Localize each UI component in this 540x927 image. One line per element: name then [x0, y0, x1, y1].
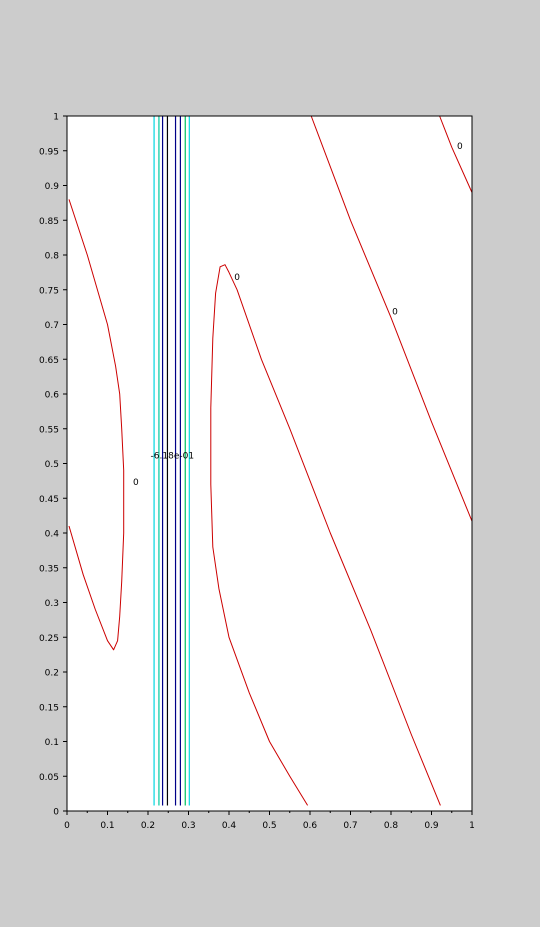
y-tick-label-10: 0.5 [45, 460, 59, 470]
y-tick-label-4: 0.2 [45, 669, 59, 679]
x-tick-label-3: 0.3 [181, 821, 195, 831]
y-tick-label-2: 0.1 [45, 738, 59, 748]
y-tick-label-7: 0.35 [39, 564, 59, 574]
zero-contour-curve-0 [68, 199, 125, 651]
y-tick-label-5: 0.25 [39, 634, 59, 644]
level-cluster-label: -6.18e-01 [151, 451, 195, 461]
zero-contour-curve-2 [310, 115, 473, 522]
zero-contour-label-0: 0 [133, 478, 139, 488]
y-tick-label-19: 0.95 [39, 147, 59, 157]
y-tick-label-8: 0.4 [45, 530, 60, 540]
x-tick-label-6: 0.6 [303, 821, 318, 831]
x-tick-label-2: 0.2 [141, 821, 155, 831]
x-tick-label-7: 0.7 [343, 821, 357, 831]
y-tick-label-20: 1 [53, 113, 59, 123]
y-tick-label-0: 0 [53, 808, 59, 818]
zero-contour-label-2: 0 [392, 308, 398, 318]
y-tick-label-17: 0.85 [39, 217, 59, 227]
y-tick-label-16: 0.8 [45, 252, 60, 262]
x-tick-label-0: 0 [64, 821, 70, 831]
y-tick-label-14: 0.7 [45, 321, 59, 331]
y-tick-label-1: 0.05 [39, 773, 59, 783]
vertical-contours [153, 116, 190, 806]
x-tick-label-10: 1 [469, 821, 475, 831]
plot-area [67, 116, 472, 811]
y-tick-label-12: 0.6 [45, 391, 60, 401]
x-tick-label-9: 0.9 [424, 821, 439, 831]
y-tick-label-6: 0.3 [45, 599, 59, 609]
y-tick-label-15: 0.75 [39, 286, 59, 296]
y-tick-label-9: 0.45 [39, 495, 59, 505]
y-tick-label-3: 0.15 [39, 703, 59, 713]
x-axis: 0 0.1 0.2 0.3 0.4 0.5 0.6 0.7 0.8 0.9 1 [64, 811, 475, 831]
x-tick-label-5: 0.5 [262, 821, 276, 831]
zero-contour-curve-3 [439, 115, 473, 193]
zero-contour-curve-1 [210, 264, 441, 806]
x-tick-label-4: 0.4 [222, 821, 237, 831]
contour-labels: 0 0 0 0 -6.18e-01 [133, 142, 463, 488]
y-tick-label-13: 0.65 [39, 356, 59, 366]
zero-contour-label-3: 0 [457, 142, 463, 152]
y-axis: 0 0.05 0.1 0.15 0.2 0.25 0.3 0.35 0.4 0.45 0.5 0.55… [39, 113, 67, 818]
zero-contour-label-1: 0 [234, 273, 240, 283]
y-tick-label-18: 0.9 [45, 182, 60, 192]
y-tick-label-11: 0.55 [39, 425, 59, 435]
x-tick-label-1: 0.1 [100, 821, 114, 831]
x-tick-label-8: 0.8 [384, 821, 399, 831]
zero-contours [68, 115, 473, 806]
